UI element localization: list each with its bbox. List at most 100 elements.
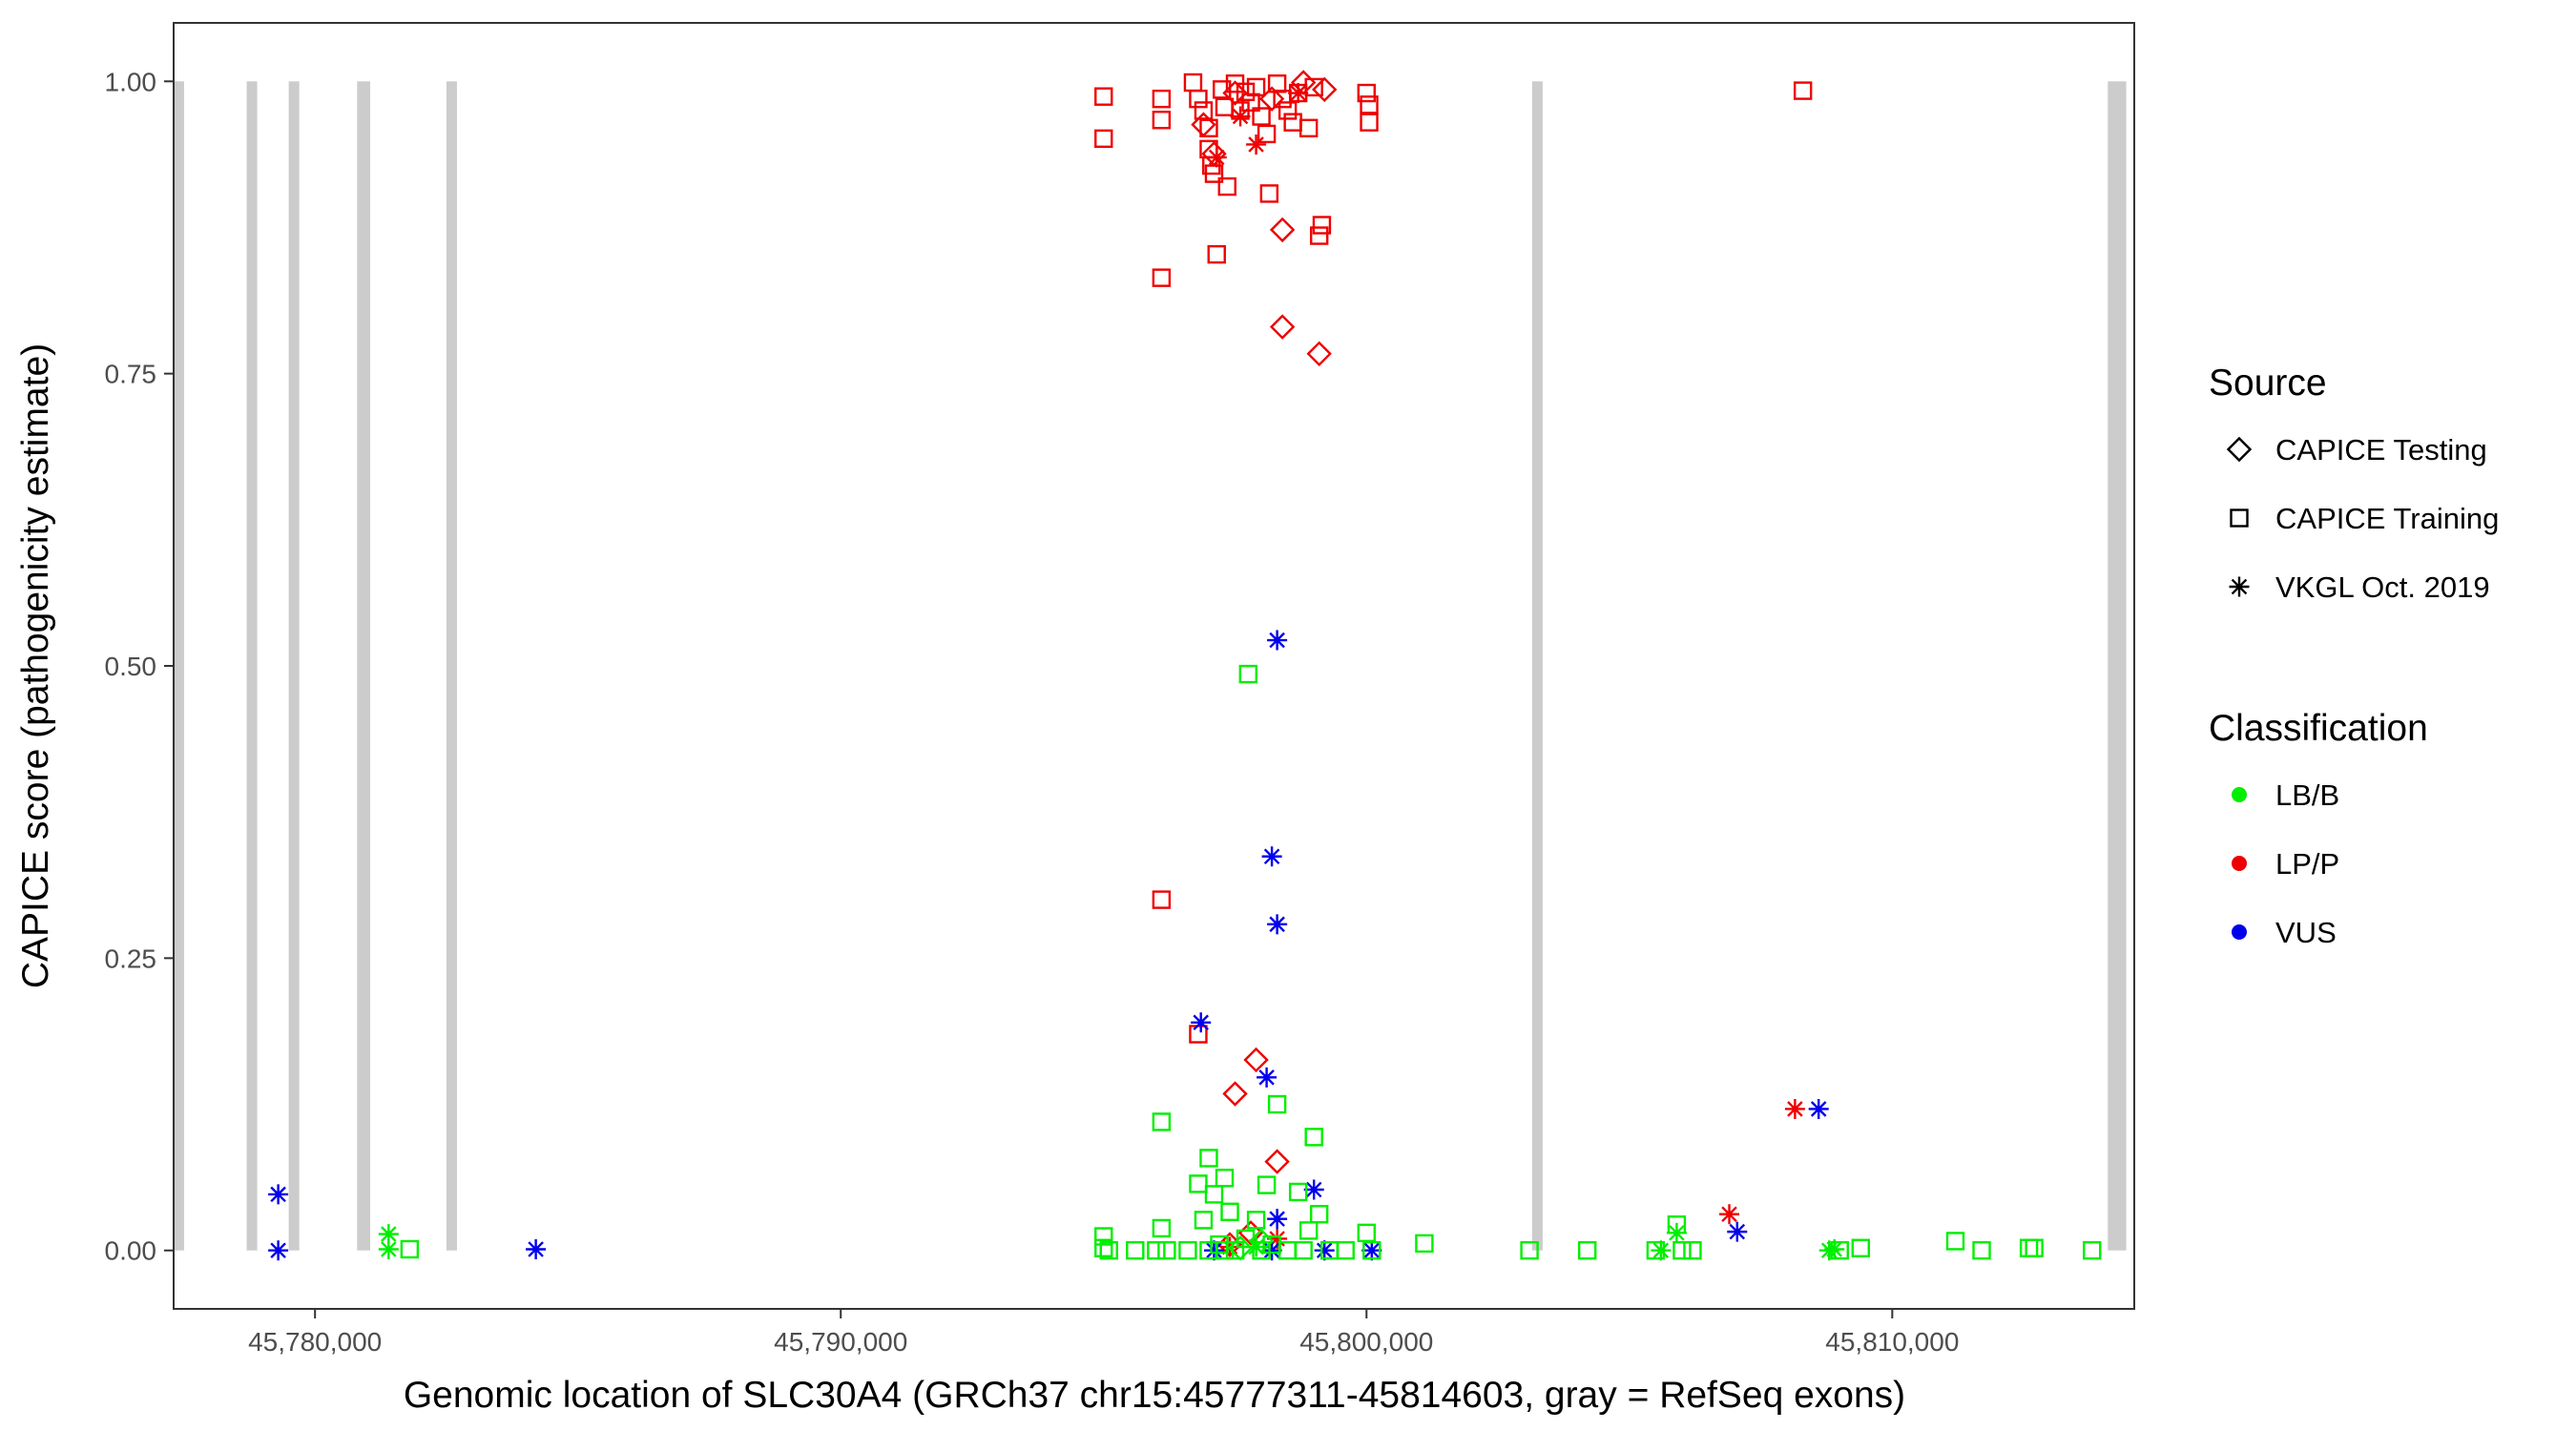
- data-point: [1309, 226, 1329, 245]
- data-point: [1267, 630, 1288, 651]
- x-tick-label: 45,810,000: [1825, 1327, 1959, 1357]
- data-point: [1152, 111, 1172, 130]
- legend-classification-items: LB/B LP/P VUS: [2232, 778, 2339, 949]
- data-point: [1312, 216, 1332, 235]
- data-point: [1207, 244, 1226, 264]
- y-tick-label: 0.50: [105, 652, 157, 681]
- exon-band: [246, 81, 258, 1251]
- legend-color-dot-icon: [2232, 856, 2247, 871]
- data-point: [1152, 89, 1172, 109]
- plot-panel: [174, 23, 2134, 1309]
- data-point: [1236, 82, 1256, 102]
- data-point: [378, 1224, 399, 1245]
- data-point: [1298, 1221, 1319, 1240]
- data-point: [378, 1239, 399, 1259]
- data-point: [1651, 1240, 1672, 1261]
- data-point: [1824, 1239, 1845, 1259]
- legend-classification-label: VUS: [2275, 916, 2337, 949]
- data-point: [1667, 1215, 1687, 1234]
- data-point: [1294, 1241, 1313, 1260]
- data-point: [1683, 1241, 1702, 1260]
- data-point: [1304, 77, 1323, 97]
- axes: 0.00 0.25 0.50 0.75 1.00 45,780,000 45,790,000…: [105, 67, 1960, 1357]
- legend-classification-label: LB/B: [2275, 778, 2339, 812]
- data-points: [268, 70, 2102, 1261]
- data-point: [1304, 1128, 1323, 1147]
- data-point: [400, 1239, 420, 1259]
- data-point: [1360, 113, 1379, 132]
- data-point: [1206, 147, 1227, 168]
- data-point: [1808, 1098, 1829, 1119]
- data-point: [1520, 1241, 1539, 1260]
- data-point: [1851, 1238, 1870, 1257]
- data-point: [1094, 1227, 1113, 1246]
- data-point: [1267, 914, 1288, 935]
- y-tick-label: 0.25: [105, 944, 157, 973]
- data-point: [1362, 1241, 1381, 1260]
- data-point: [1246, 1211, 1266, 1230]
- data-point: [1278, 101, 1298, 120]
- data-point: [1309, 1205, 1329, 1224]
- data-point: [1194, 101, 1214, 120]
- data-point: [1094, 87, 1113, 106]
- data-point: [1222, 80, 1248, 106]
- exon-band: [1531, 81, 1543, 1251]
- data-point: [1236, 1229, 1256, 1249]
- y-tick-label: 1.00: [105, 67, 157, 96]
- data-point: [1203, 1240, 1224, 1261]
- data-point: [1357, 83, 1376, 103]
- data-point: [1094, 1238, 1113, 1257]
- data-point: [1257, 1067, 1278, 1088]
- data-point: [1215, 1169, 1235, 1188]
- data-point: [1189, 1174, 1208, 1193]
- data-point: [1215, 1241, 1235, 1260]
- legend-source-label: CAPICE Training: [2275, 502, 2499, 535]
- data-point: [1336, 1241, 1355, 1260]
- data-point: [1672, 1241, 1692, 1260]
- data-point: [526, 1239, 547, 1259]
- data-point: [1152, 268, 1172, 287]
- data-point: [2083, 1241, 2102, 1260]
- data-point: [1306, 341, 1332, 367]
- data-point: [1152, 1112, 1172, 1131]
- data-point: [268, 1184, 289, 1205]
- y-tick-label: 0.75: [105, 360, 157, 389]
- data-point: [1264, 1149, 1290, 1174]
- data-point: [1646, 1241, 1666, 1260]
- data-point: [1217, 176, 1236, 197]
- data-point: [1357, 1223, 1376, 1243]
- data-point: [1257, 124, 1277, 144]
- exon-band: [446, 81, 457, 1251]
- data-point: [1099, 1241, 1118, 1260]
- x-tick-label: 45,780,000: [248, 1327, 382, 1357]
- data-point: [1094, 129, 1113, 149]
- data-point: [1257, 1175, 1277, 1194]
- data-point: [1578, 1241, 1597, 1260]
- data-point: [1152, 1218, 1172, 1238]
- data-point: [1147, 1241, 1166, 1260]
- data-point: [1784, 1098, 1805, 1119]
- data-point: [1238, 664, 1258, 684]
- data-point: [1314, 1240, 1335, 1261]
- data-point: [1246, 77, 1266, 97]
- data-point: [1259, 184, 1279, 203]
- legend-classification-label: LP/P: [2275, 847, 2339, 881]
- data-point: [1189, 89, 1208, 109]
- exon-band: [357, 81, 371, 1251]
- data-point: [1178, 1241, 1197, 1260]
- exon-band: [288, 81, 300, 1251]
- series-capice-testing-lp-p: [1191, 70, 1338, 1257]
- data-point: [1204, 1185, 1224, 1204]
- data-point: [1220, 1202, 1239, 1221]
- legend-square-icon: [2230, 508, 2249, 528]
- data-point: [1201, 141, 1227, 167]
- series-vkgl-oct-2019-vus: [268, 630, 1829, 1261]
- y-axis-title: CAPICE score (pathogenicity estimate): [15, 343, 56, 988]
- data-point: [1830, 1241, 1849, 1260]
- data-point: [1258, 86, 1285, 112]
- series-capice-training-lb-b: [400, 664, 2102, 1260]
- data-point: [1267, 1228, 1288, 1249]
- data-point: [1415, 1234, 1434, 1254]
- data-point: [1246, 134, 1267, 155]
